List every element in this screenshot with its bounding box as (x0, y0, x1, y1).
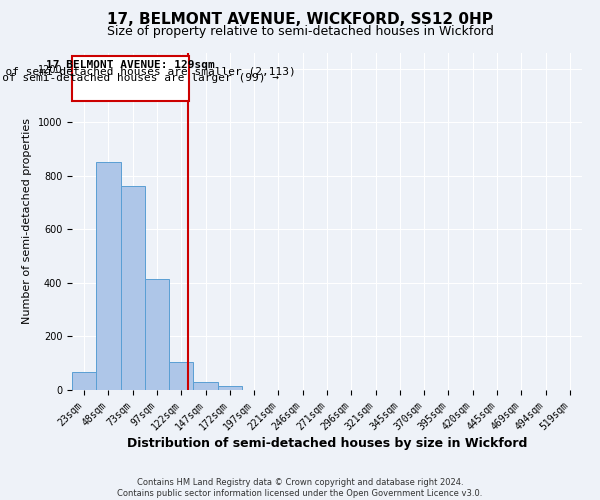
X-axis label: Distribution of semi-detached houses by size in Wickford: Distribution of semi-detached houses by … (127, 438, 527, 450)
Text: 17 BELMONT AVENUE: 129sqm: 17 BELMONT AVENUE: 129sqm (46, 60, 215, 70)
Y-axis label: Number of semi-detached properties: Number of semi-detached properties (22, 118, 32, 324)
Bar (145, 280, 169, 390)
Bar (169, 362, 193, 390)
Bar (72, 372, 96, 390)
Text: Size of property relative to semi-detached houses in Wickford: Size of property relative to semi-detach… (107, 25, 493, 38)
Bar (96, 162, 121, 390)
Text: Contains HM Land Registry data © Crown copyright and database right 2024.
Contai: Contains HM Land Registry data © Crown c… (118, 478, 482, 498)
Bar (193, 382, 218, 390)
Text: 4% of semi-detached houses are larger (99) →: 4% of semi-detached houses are larger (9… (0, 73, 279, 83)
Bar (121, 186, 145, 390)
Text: ← 95% of semi-detached houses are smaller (2,113): ← 95% of semi-detached houses are smalle… (0, 67, 296, 77)
Bar (218, 386, 242, 390)
Text: 17, BELMONT AVENUE, WICKFORD, SS12 0HP: 17, BELMONT AVENUE, WICKFORD, SS12 0HP (107, 12, 493, 28)
FancyBboxPatch shape (72, 56, 190, 100)
